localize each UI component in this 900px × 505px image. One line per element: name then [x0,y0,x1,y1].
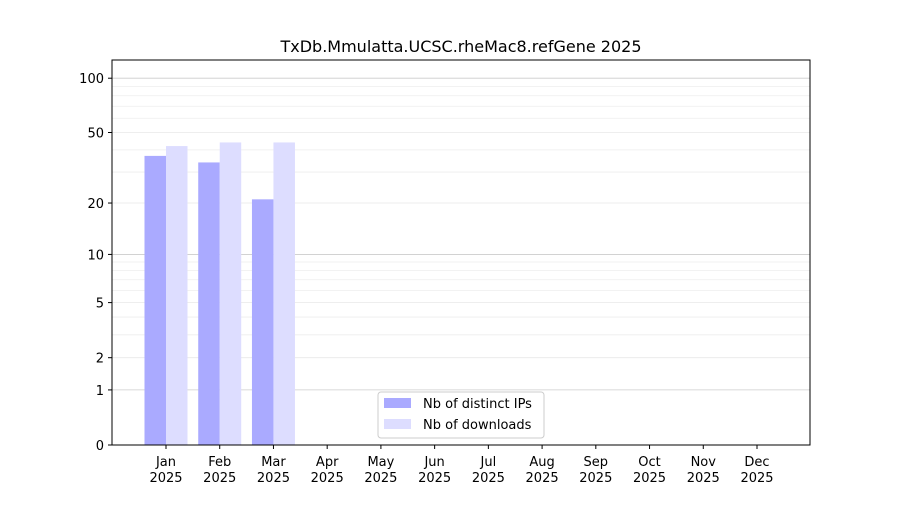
x-tick-label-month: Jun [423,455,444,470]
x-tick-label-month: Jan [155,455,176,470]
legend-label: Nb of downloads [423,418,532,433]
x-tick-label-month: Feb [208,455,231,470]
legend-box [377,391,545,439]
y-tick-label: 0 [96,439,104,454]
x-tick-label-year: 2025 [418,471,451,486]
plot-frame [111,59,811,446]
bar-downloads-1 [219,142,242,445]
y-tick-label: 50 [87,127,104,142]
x-tick-label-month: Apr [316,455,339,470]
bar-distinct-ips-2 [251,199,274,445]
y-tick-label: 1 [96,384,104,399]
x-tick-label-month: Mar [261,455,286,470]
y-tick-label: 2 [96,352,104,367]
x-tick-label-year: 2025 [472,471,505,486]
x-tick-label-year: 2025 [579,471,612,486]
x-tick-label-month: Aug [529,455,554,470]
x-tick-label-year: 2025 [257,471,290,486]
x-tick-label-year: 2025 [364,471,397,486]
y-tick-label: 20 [87,197,104,212]
x-tick-label-year: 2025 [740,471,773,486]
y-tick-label: 5 [96,297,104,312]
x-tick-label-month: Jul [480,455,497,470]
x-tick-label-year: 2025 [311,471,344,486]
bar-distinct-ips-1 [198,162,220,445]
legend-swatch [384,419,411,429]
bar-downloads-2 [273,142,295,445]
x-tick-label-month: Sep [584,455,609,470]
x-tick-label-month: May [367,455,394,470]
legend-swatch [384,398,411,408]
x-tick-label-year: 2025 [526,471,559,486]
x-tick-label-year: 2025 [203,471,236,486]
chart-title: TxDb.Mmulatta.UCSC.rheMac8.refGene 2025 [279,37,641,56]
y-tick-label: 10 [87,248,104,263]
legend-label: Nb of distinct IPs [423,397,532,412]
x-tick-label-month: Dec [744,455,769,470]
x-tick-label-year: 2025 [633,471,666,486]
bar-downloads-0 [166,146,188,445]
y-tick-label: 100 [79,72,104,87]
bar-distinct-ips-0 [144,155,166,445]
x-tick-label-year: 2025 [149,471,182,486]
x-tick-label-month: Oct [638,455,660,470]
x-tick-label-year: 2025 [687,471,720,486]
x-tick-label-month: Nov [691,455,717,470]
